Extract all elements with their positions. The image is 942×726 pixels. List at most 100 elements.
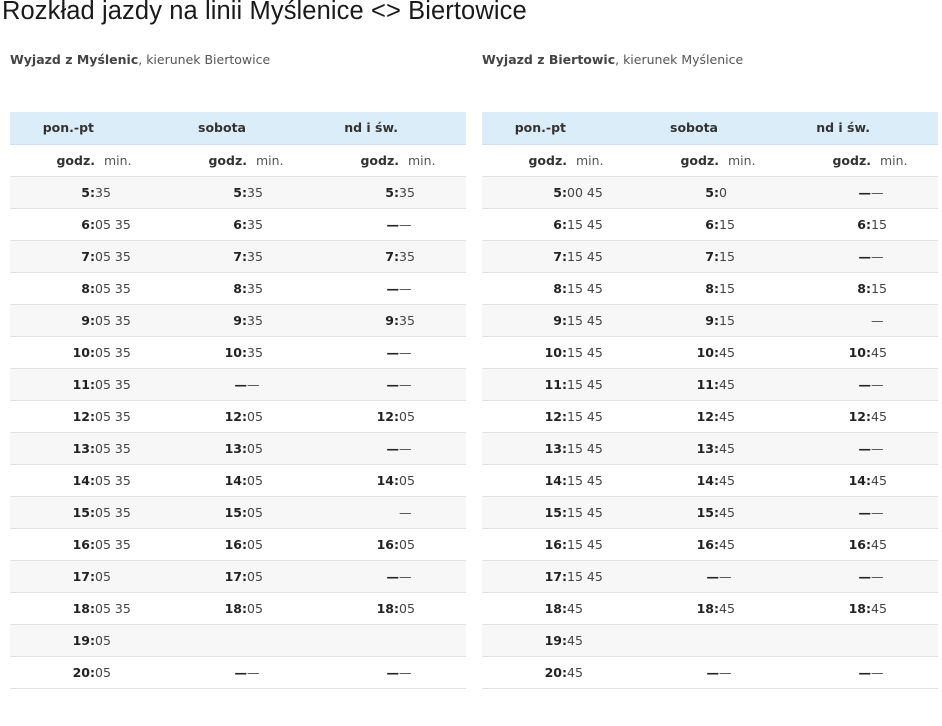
minutes-cell: 45 (871, 336, 938, 369)
minutes-cell: 35 (95, 176, 162, 209)
table-row: 12: 05 35 12: 05 12: 05 (10, 400, 466, 433)
hour-cell: 15: (10, 496, 95, 529)
minutes-cell (399, 624, 466, 657)
hour-cell: 13: (10, 432, 95, 465)
minutes-cell: 15 45 (567, 528, 634, 561)
minutes-cell: 00 45 (567, 176, 634, 209)
minutes-cell: — (871, 368, 938, 401)
table-row: 19: 45 (482, 624, 938, 657)
table-row: 8: 15 45 8: 15 8: 15 (482, 272, 938, 305)
minutes-cell: 05 35 (95, 592, 162, 625)
hour-cell: 10: (634, 336, 719, 369)
table-row: 12: 15 45 12: 45 12: 45 (482, 400, 938, 433)
hour-cell: 12: (786, 400, 871, 433)
hour-column-header: godz. (162, 144, 247, 177)
minutes-cell: 15 45 (567, 400, 634, 433)
hour-cell (314, 496, 399, 529)
hour-cell: 7: (162, 240, 247, 273)
minutes-cell: — (871, 304, 938, 337)
table-row: 15: 05 35 15: 05— (10, 496, 466, 529)
minutes-cell: 35 (247, 272, 314, 305)
subtitle-direction: , kierunek Biertowice (138, 52, 271, 67)
hour-cell: 14: (10, 464, 95, 497)
minutes-cell: 45 (719, 496, 786, 529)
day-header-sunday-holiday: nd i św. (786, 112, 871, 145)
hour-cell: 8: (482, 272, 567, 305)
hour-cell (162, 624, 247, 657)
hour-cell: — (634, 560, 719, 593)
hour-cell: 15: (162, 496, 247, 529)
table-row: 16: 15 45 16: 45 16: 45 (482, 528, 938, 561)
hour-cell: 17: (10, 560, 95, 593)
minutes-cell: — (871, 656, 938, 689)
table-row: 9: 05 35 9: 35 9: 35 (10, 304, 466, 337)
unit-header-row: godz. min. godz. min. godz. min. (482, 144, 938, 177)
subtitle-origin: Wyjazd z Myślenic (10, 52, 139, 67)
minute-column-header: min. (871, 144, 938, 177)
minutes-cell: 45 (871, 400, 938, 433)
minutes-cell: — (871, 240, 938, 273)
minutes-cell: 05 (95, 624, 162, 657)
table-row: 17: 05 17: 05— — (10, 560, 466, 593)
minutes-cell: 05 (247, 528, 314, 561)
minutes-cell: 45 (871, 464, 938, 497)
hour-cell: 7: (314, 240, 399, 273)
minutes-cell: 45 (567, 656, 634, 689)
hour-cell: 14: (482, 464, 567, 497)
minutes-cell: 35 (247, 176, 314, 209)
hour-cell: — (314, 560, 399, 593)
hour-cell: 14: (786, 464, 871, 497)
minutes-cell: — (399, 336, 466, 369)
minutes-cell: 05 (247, 496, 314, 529)
minutes-cell (247, 624, 314, 657)
hour-cell: — (786, 496, 871, 529)
minutes-cell: 05 35 (95, 208, 162, 241)
hour-cell: — (314, 368, 399, 401)
hour-cell: 10: (786, 336, 871, 369)
minutes-cell: — (719, 656, 786, 689)
hour-cell: 12: (10, 400, 95, 433)
minutes-cell: — (871, 176, 938, 209)
minutes-cell: 15 45 (567, 464, 634, 497)
hour-cell: — (786, 656, 871, 689)
table-row: 19: 05 (10, 624, 466, 657)
hour-cell: 14: (162, 464, 247, 497)
hour-cell: 18: (162, 592, 247, 625)
hour-cell: 16: (162, 528, 247, 561)
hour-cell: — (634, 656, 719, 689)
minutes-cell: 35 (247, 304, 314, 337)
minutes-cell: — (871, 560, 938, 593)
unit-header-row: godz. min. godz. min. godz. min. (10, 144, 466, 177)
minutes-cell: 05 (399, 400, 466, 433)
minutes-cell: 45 (719, 528, 786, 561)
hour-cell: — (314, 272, 399, 305)
hour-cell: 5: (162, 176, 247, 209)
hour-cell: 18: (10, 592, 95, 625)
hour-cell: 5: (314, 176, 399, 209)
hour-cell: 9: (162, 304, 247, 337)
minutes-cell: 15 45 (567, 304, 634, 337)
hour-cell: 17: (162, 560, 247, 593)
hour-column-header: godz. (482, 144, 567, 177)
hour-cell: — (314, 432, 399, 465)
minutes-cell: 05 (247, 432, 314, 465)
minutes-cell: — (399, 496, 466, 529)
minutes-cell: 35 (399, 176, 466, 209)
table-row: 18: 05 35 18: 05 18: 05 (10, 592, 466, 625)
hour-cell: 18: (314, 592, 399, 625)
minutes-cell: 45 (719, 336, 786, 369)
minutes-cell: 15 (719, 304, 786, 337)
table-row: 9: 15 45 9: 15— (482, 304, 938, 337)
minutes-cell: 15 45 (567, 368, 634, 401)
minutes-cell: 15 45 (567, 208, 634, 241)
hour-cell: — (314, 208, 399, 241)
hour-cell: 7: (482, 240, 567, 273)
minutes-cell: — (399, 560, 466, 593)
hour-cell: 5: (10, 176, 95, 209)
minutes-cell: 05 35 (95, 496, 162, 529)
table-row: 10: 05 35 10: 35— — (10, 336, 466, 369)
hour-cell: 15: (634, 496, 719, 529)
table-row: 7: 15 45 7: 15— — (482, 240, 938, 273)
hour-cell: 10: (482, 336, 567, 369)
minutes-cell: 15 (871, 208, 938, 241)
